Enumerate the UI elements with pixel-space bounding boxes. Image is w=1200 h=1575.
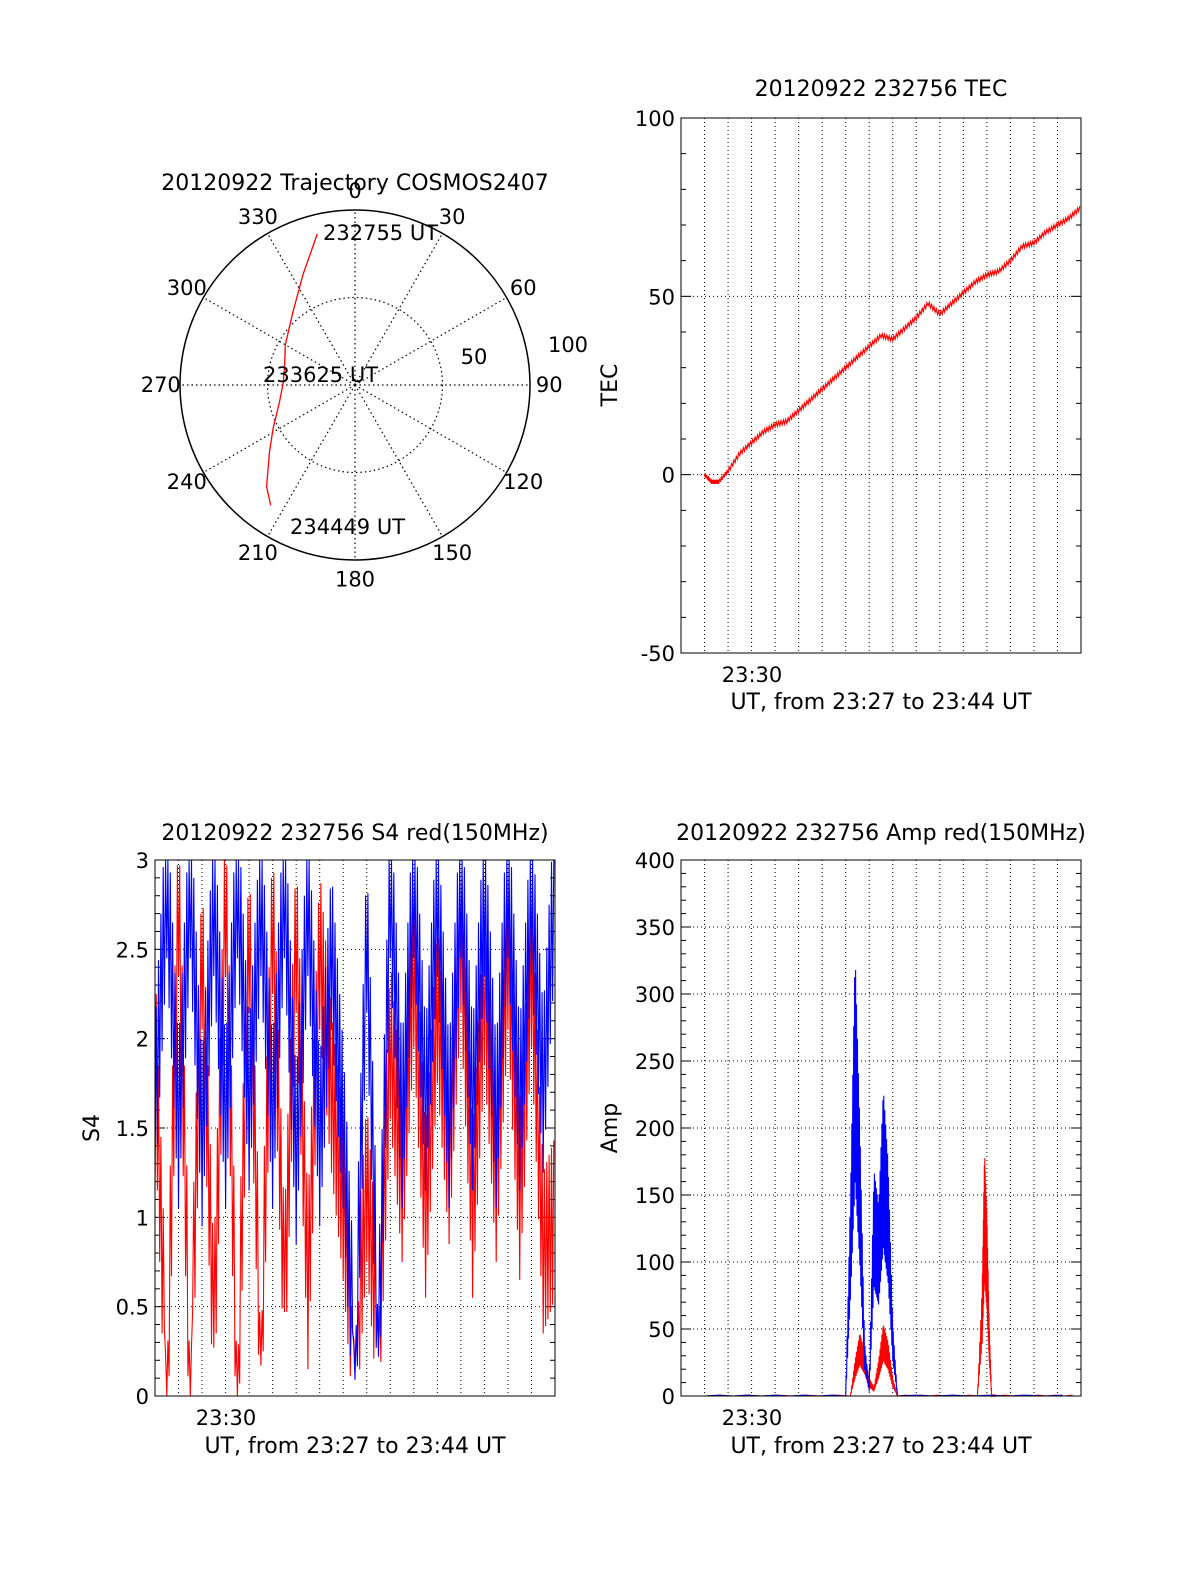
polar-radius-label-100: 100 [548, 333, 588, 357]
tec-title: 20120922 232756 TEC [755, 77, 1008, 102]
y-tick-label: 50 [648, 285, 675, 309]
y-tick-label: 50 [648, 1318, 675, 1342]
tec-y-tick-labels: 100 50 0 -50 [635, 107, 675, 666]
polar-angle-label: 30 [439, 205, 466, 229]
y-tick-label: 200 [635, 1117, 675, 1141]
series-line-blue [704, 969, 1063, 1397]
polar-angle-label: 210 [238, 541, 278, 565]
polar-spoke [266, 384, 356, 537]
y-tick-label: 250 [635, 1050, 675, 1074]
amp-y-tick-labels: 400 350 300 250 200 150 100 50 0 [635, 849, 675, 1409]
y-tick-label: 2 [136, 1028, 149, 1052]
y-tick-label: 1.5 [116, 1117, 149, 1141]
trajectory-track-line [265, 233, 318, 506]
amp-series-group [704, 969, 1073, 1398]
s4-series-group [154, 859, 555, 1397]
trajectory-polar-panel: 20120922 Trajectory COSMOS2407 0 30 60 90 12… [141, 171, 588, 591]
s4-panel: 20120922 232756 S4 red(150MHz) 3 2.5 2 1.5 1… [80, 821, 556, 1459]
polar-inner-circle [266, 296, 444, 474]
y-tick-label: 3 [136, 849, 149, 873]
y-tick-label: 0 [662, 1385, 675, 1409]
polar-outer-circle [179, 209, 531, 561]
polar-grid [179, 209, 531, 561]
polar-angle-label: 120 [503, 470, 543, 494]
y-tick-label: 1 [136, 1206, 149, 1230]
amp-grid [681, 859, 1081, 1397]
y-tick-label: 0 [662, 464, 675, 488]
amp-y-axis-label: Amp [598, 1103, 623, 1153]
y-tick-label: 150 [635, 1184, 675, 1208]
s4-title: 20120922 232756 S4 red(150MHz) [161, 821, 548, 846]
tec-series-group [703, 205, 1081, 485]
y-tick-label: -50 [641, 642, 675, 666]
y-tick-label: 350 [635, 916, 675, 940]
polar-angle-label: 300 [167, 276, 207, 300]
s4-y-axis-label: S4 [80, 1114, 105, 1142]
amp-x-tick-label: 23:30 [722, 1406, 783, 1430]
series-line-blue [154, 859, 555, 1380]
tec-x-tick-label: 23:30 [722, 663, 783, 687]
polar-angle-label: 240 [167, 470, 207, 494]
y-tick-label: 0 [136, 1385, 149, 1409]
polar-angle-label: 180 [335, 567, 375, 591]
tec-grid [681, 117, 1081, 654]
series-line-red [704, 1158, 1073, 1398]
amp-title: 20120922 232756 Amp red(150MHz) [676, 821, 1086, 846]
polar-angle-labels: 0 30 60 90 120 150 180 210 240 270 300 330 [141, 179, 563, 592]
trajectory-annotation-end: 234449 UT [290, 515, 405, 539]
y-tick-label: 0.5 [116, 1296, 149, 1320]
y-tick-label: 400 [635, 849, 675, 873]
tec-x-axis-label: UT, from 23:27 to 23:44 UT [730, 690, 1032, 715]
tec-panel: 20120922 232756 TEC 100 50 0 -50 23:30 UT, … [598, 77, 1082, 715]
polar-spoke [203, 384, 356, 474]
series-line-red [703, 205, 1081, 485]
s4-x-axis-label: UT, from 23:27 to 23:44 UT [204, 1434, 506, 1459]
amp-panel: 20120922 232756 Amp red(150MHz) 400 350 30… [598, 821, 1086, 1459]
polar-angle-label: 60 [510, 276, 537, 300]
trajectory-annotation-mid: 233625 UT [263, 363, 378, 387]
polar-angle-label: 0 [348, 179, 361, 203]
polar-angle-label: 270 [141, 373, 181, 397]
y-tick-label: 100 [635, 1251, 675, 1275]
polar-angle-label: 330 [238, 205, 278, 229]
tec-y-axis-label: TEC [598, 364, 623, 408]
amp-plot-frame [680, 859, 1082, 1397]
trajectory-title: 20120922 Trajectory COSMOS2407 [161, 171, 548, 196]
y-tick-label: 100 [635, 107, 675, 131]
tec-plot-frame [680, 117, 1082, 654]
amp-x-axis-label: UT, from 23:27 to 23:44 UT [730, 1434, 1032, 1459]
polar-angle-label: 90 [536, 373, 563, 397]
s4-y-tick-labels: 3 2.5 2 1.5 1 0.5 0 [116, 849, 149, 1409]
polar-angle-label: 150 [432, 541, 472, 565]
trajectory-annotation-start: 232755 UT [323, 221, 438, 245]
polar-radius-label-50: 50 [461, 345, 488, 369]
y-tick-label: 2.5 [116, 938, 149, 962]
y-tick-label: 300 [635, 983, 675, 1007]
s4-x-tick-label: 23:30 [196, 1406, 257, 1430]
s4-plot-frame [154, 859, 556, 1397]
